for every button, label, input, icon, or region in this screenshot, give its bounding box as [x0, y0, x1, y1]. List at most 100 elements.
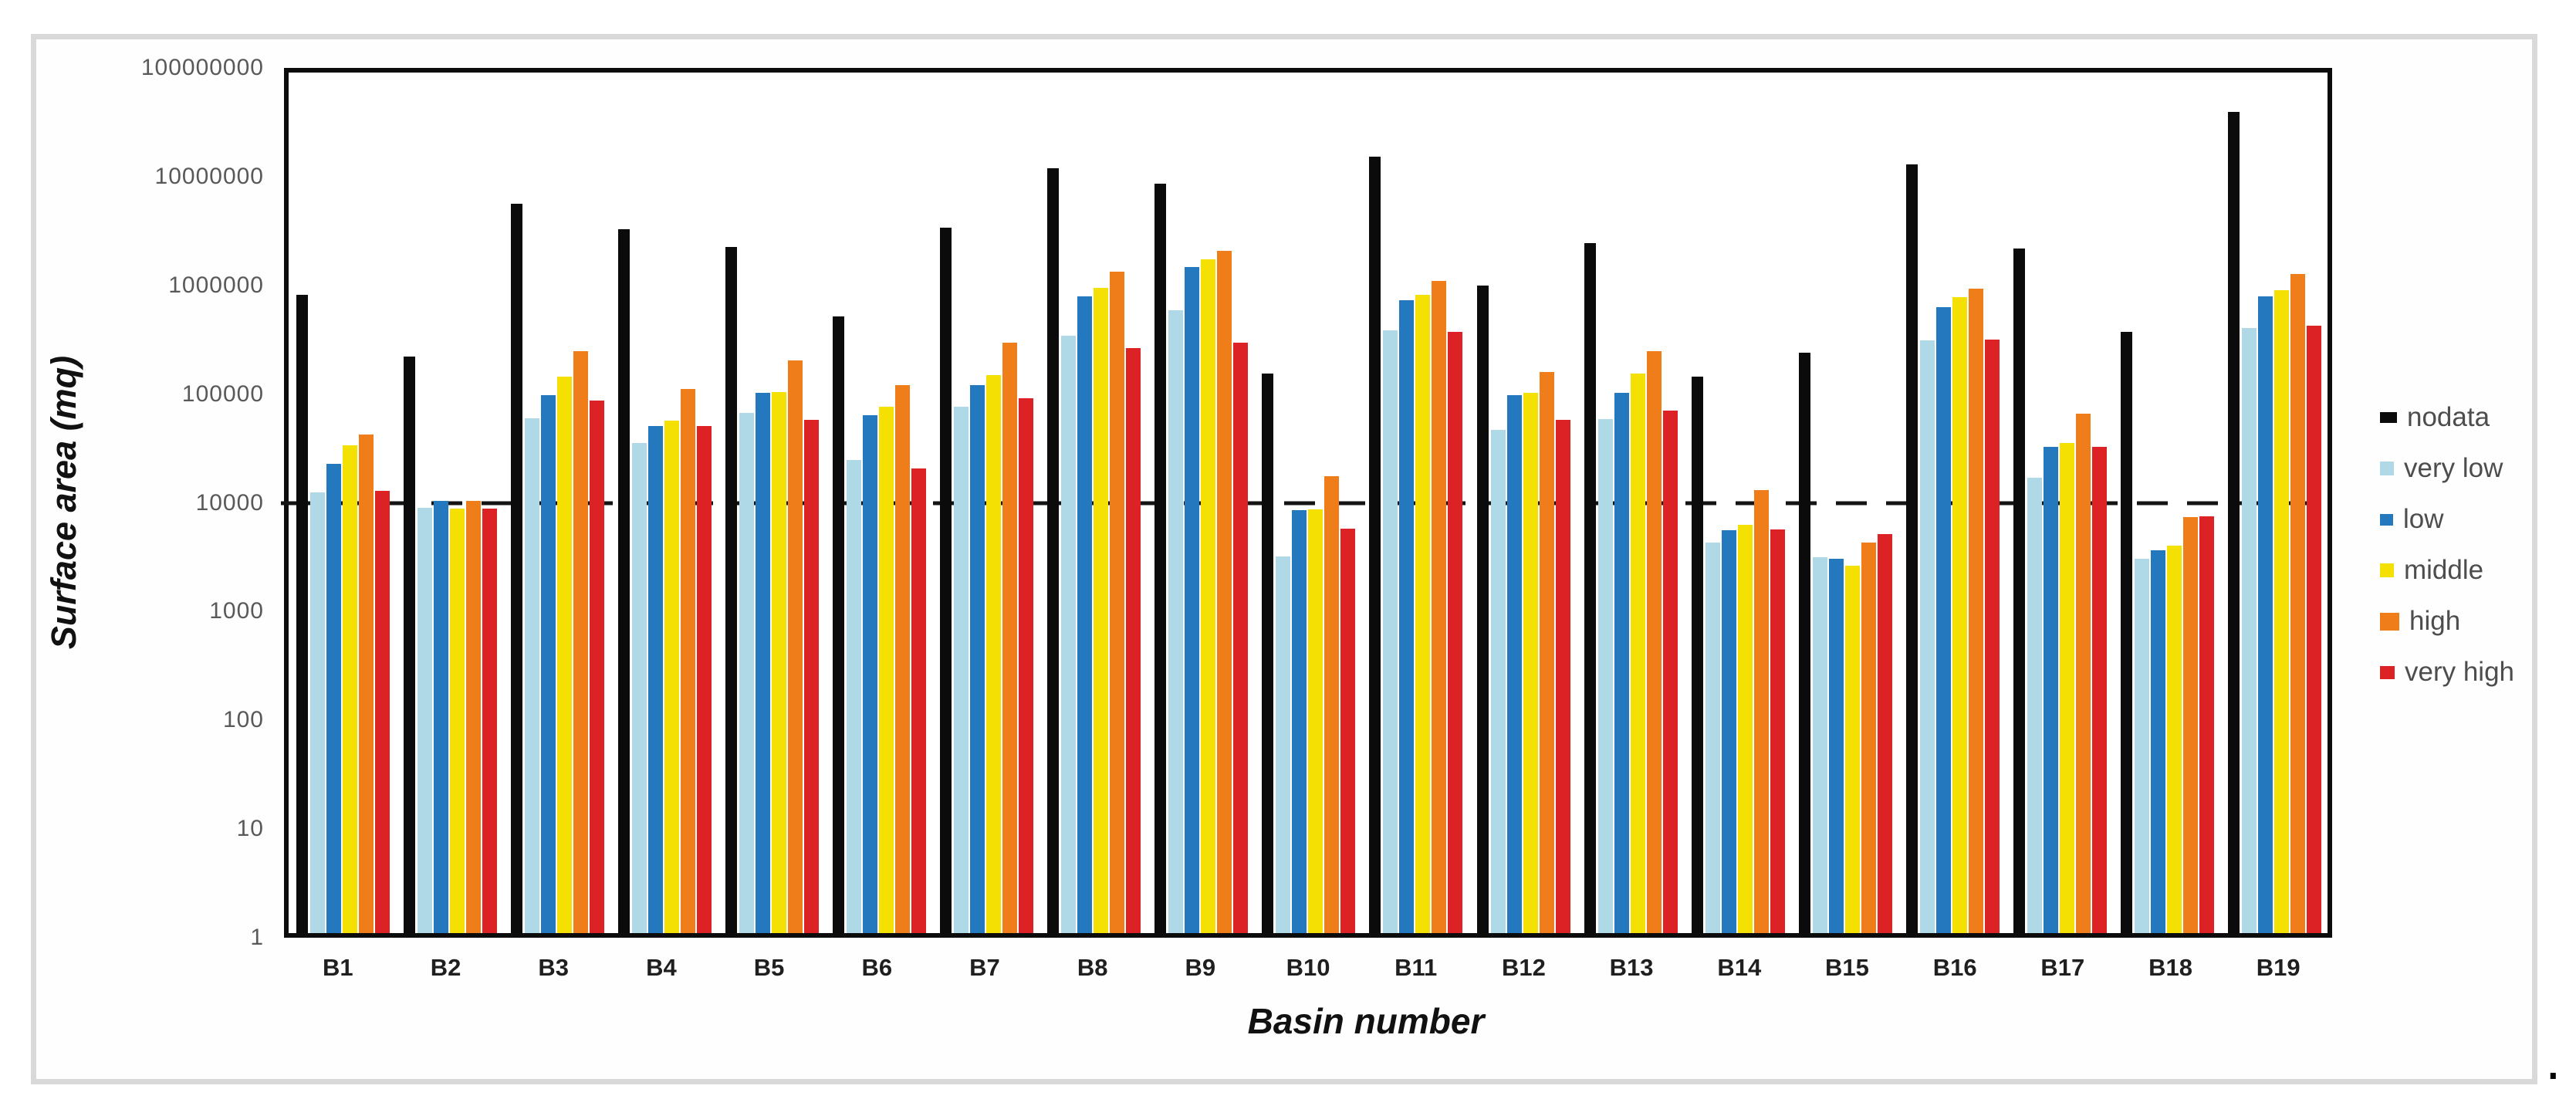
- legend-item-low: low: [2380, 504, 2514, 534]
- bar-B18-high: [2182, 516, 2198, 933]
- x-axis-title: Basin number: [1247, 1001, 1485, 1041]
- legend-swatch-nodata: [2380, 412, 2397, 423]
- bar-B15-very-high: [1877, 534, 1892, 933]
- x-tick-label-B10: B10: [1286, 954, 1330, 981]
- bar-group-B18: [2113, 73, 2220, 933]
- x-tick-label-B8: B8: [1077, 954, 1108, 981]
- bar-B10-very-high: [1340, 528, 1356, 933]
- bar-B15-very-low: [1812, 557, 1827, 933]
- bar-B1-nodata: [296, 294, 308, 933]
- bar-B17-low: [2043, 447, 2058, 933]
- bar-group-B17: [2006, 73, 2113, 933]
- bar-B5-very-low: [739, 412, 755, 933]
- bar-B7-low: [970, 384, 985, 933]
- x-tick-label-B17: B17: [2040, 954, 2085, 981]
- bar-groups: [289, 73, 2328, 933]
- y-tick-label-10: 10: [236, 816, 264, 842]
- bar-B6-middle: [879, 407, 894, 933]
- bar-B17-very-high: [2091, 447, 2107, 933]
- bar-B2-very-low: [418, 507, 433, 933]
- x-tick-label-B18: B18: [2148, 954, 2192, 981]
- bar-B15-middle: [1844, 566, 1860, 933]
- bar-group-B6: [825, 73, 932, 933]
- legend-item-very-low: very low: [2380, 453, 2514, 483]
- bar-B12-middle: [1523, 393, 1538, 933]
- bar-B9-high: [1217, 251, 1232, 933]
- bar-B19-nodata: [2227, 112, 2240, 933]
- bar-B9-very-low: [1168, 309, 1184, 933]
- bar-B13-low: [1614, 393, 1629, 933]
- x-tick-label-B12: B12: [1501, 954, 1546, 981]
- bar-B4-nodata: [618, 228, 630, 933]
- bar-group-B13: [1577, 73, 1684, 933]
- bar-group-B8: [1040, 73, 1147, 933]
- bar-B13-middle: [1630, 373, 1645, 933]
- bar-group-B7: [932, 73, 1040, 933]
- legend-label-middle: middle: [2404, 555, 2484, 585]
- bar-group-B15: [1791, 73, 1898, 933]
- bar-B18-very-low: [2134, 559, 2149, 933]
- legend-swatch-very-high: [2380, 665, 2395, 679]
- caption-period: .: [2545, 1027, 2561, 1091]
- bar-group-B12: [1469, 73, 1577, 933]
- x-tick-label-B2: B2: [430, 954, 461, 981]
- y-tick-label-10000: 10000: [195, 489, 264, 516]
- bar-group-B14: [1684, 73, 1791, 933]
- bar-B3-nodata: [511, 204, 523, 933]
- x-tick-label-B1: B1: [323, 954, 353, 981]
- bar-group-B2: [396, 73, 503, 933]
- bar-B11-nodata: [1369, 157, 1381, 933]
- x-axis-tick-labels: B1 B2 B3 B4 B5 B6 B7 B8 B9 B10 B11 B12 B13 B14 B15 B16 B…: [284, 954, 2332, 982]
- bar-B10-low: [1292, 509, 1307, 933]
- legend-label-very-high: very high: [2405, 657, 2515, 687]
- y-tick-label-10000000: 10000000: [154, 163, 264, 189]
- bar-B14-low: [1721, 529, 1736, 933]
- bar-B1-very-high: [375, 490, 390, 933]
- bar-B18-low: [2150, 550, 2165, 933]
- y-tick-label-1000: 1000: [209, 598, 264, 624]
- x-tick-label-B14: B14: [1717, 954, 1762, 981]
- bar-B6-high: [895, 384, 911, 933]
- bar-B15-nodata: [1798, 352, 1810, 933]
- y-axis-tick-labels: 100000000 10000000 1000000 100000 10000 1000 1…: [0, 55, 272, 950]
- bar-B7-very-low: [954, 407, 969, 933]
- bar-B17-middle: [2059, 443, 2074, 933]
- bar-group-B10: [1254, 73, 1361, 933]
- bar-B17-high: [2075, 414, 2091, 933]
- bar-B2-low: [434, 500, 449, 933]
- x-tick-label-B16: B16: [1932, 954, 1977, 981]
- bar-B19-very-high: [2306, 326, 2321, 933]
- bar-B13-nodata: [1584, 242, 1596, 933]
- bar-B5-high: [788, 360, 803, 933]
- y-tick-label-100000: 100000: [181, 380, 264, 407]
- bar-B10-middle: [1308, 509, 1323, 933]
- bar-B4-high: [681, 388, 696, 933]
- bar-B14-middle: [1737, 524, 1753, 933]
- legend-label-low: low: [2403, 504, 2444, 534]
- bar-group-B1: [289, 73, 396, 933]
- bar-B12-nodata: [1476, 285, 1489, 933]
- bar-B13-very-low: [1597, 419, 1613, 933]
- bar-B13-very-high: [1662, 410, 1678, 933]
- x-tick-label-B7: B7: [969, 954, 1000, 981]
- legend-item-high: high: [2380, 606, 2514, 636]
- plot-area: [281, 68, 2332, 938]
- bar-B5-middle: [772, 392, 787, 933]
- x-tick-label-B11: B11: [1394, 954, 1438, 981]
- bar-B19-middle: [2273, 289, 2289, 933]
- legend-swatch-high: [2380, 612, 2399, 631]
- bar-B4-very-low: [632, 443, 647, 933]
- bar-B6-nodata: [833, 316, 845, 933]
- bar-group-B11: [1361, 73, 1469, 933]
- bar-B8-low: [1077, 296, 1093, 933]
- bar-B13-high: [1646, 351, 1662, 933]
- bar-B11-high: [1432, 281, 1447, 933]
- bar-B15-low: [1828, 559, 1844, 933]
- legend-label-very-low: very low: [2404, 453, 2503, 483]
- bar-B11-low: [1399, 300, 1415, 933]
- bar-B5-low: [756, 393, 771, 933]
- x-tick-label-B4: B4: [646, 954, 677, 981]
- bar-B8-high: [1110, 272, 1125, 933]
- bar-B19-high: [2290, 273, 2305, 933]
- bar-B11-very-low: [1383, 330, 1398, 933]
